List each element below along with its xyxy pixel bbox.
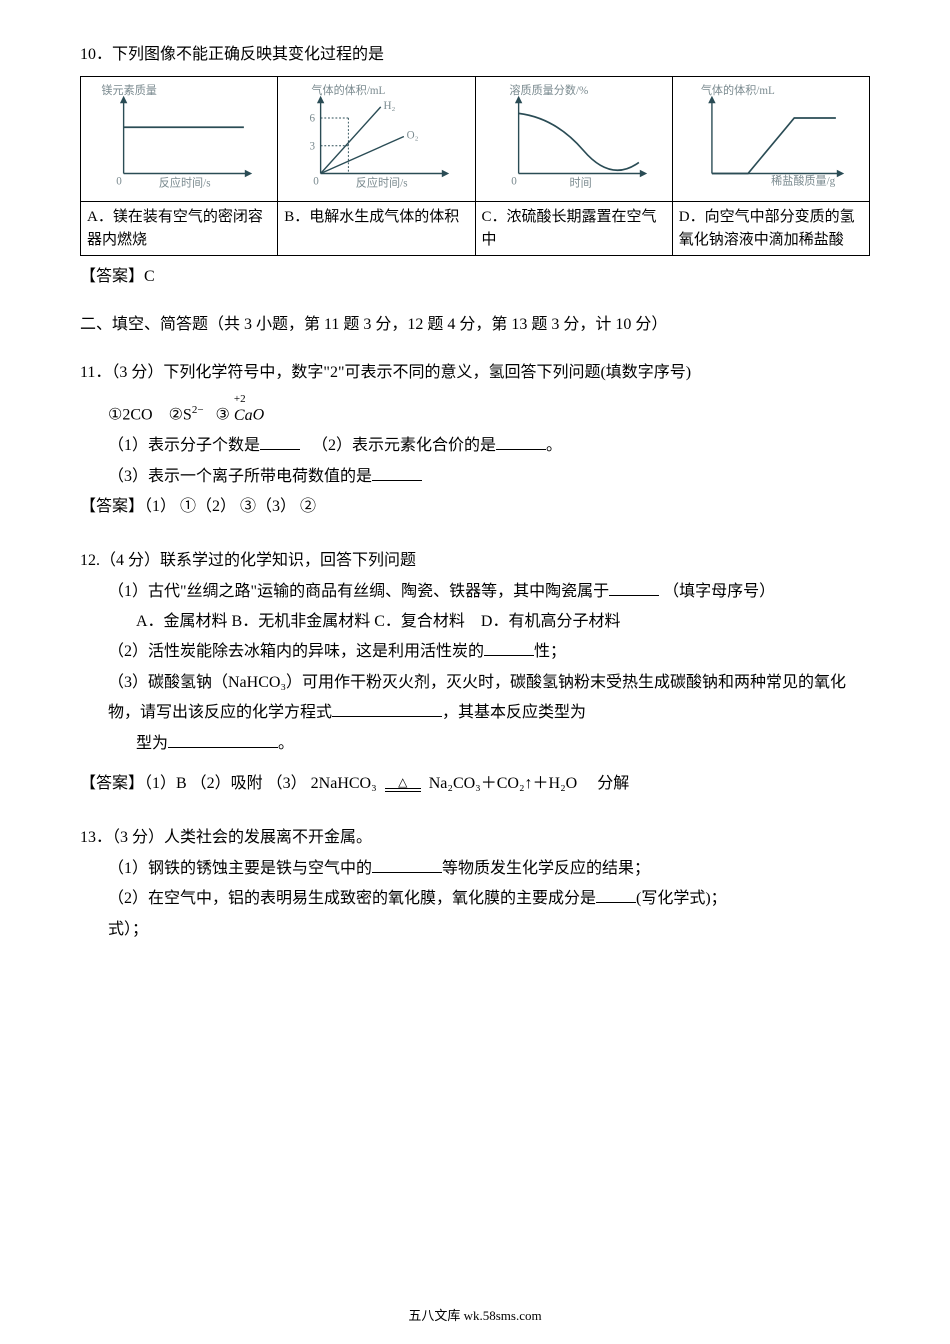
reaction-arrow-icon: △ (385, 776, 421, 792)
q13-p2: （2）在空气中，铝的表明易生成致密的氧化膜，氧化膜的主要成分是 (写化学式)； (80, 884, 870, 914)
q11-p1: （1）表示分子个数是 （2）表示元素化合价的是 。 (80, 431, 870, 461)
q11-p3: （3）表示一个离子所带电荷数值的是 (80, 462, 870, 492)
chart-c-xlabel: 时间 (569, 176, 591, 189)
q12-block: 12.（4 分）联系学过的化学知识，回答下列问题 （1）古代"丝绸之路"运输的商… (80, 546, 870, 799)
q12-ans-post: Na₂CO₃＋CO₂↑＋H₂O 分解 (429, 769, 630, 799)
blank (372, 465, 422, 481)
chart-d: 气体的体积/mL 稀盐酸质量/g (672, 77, 869, 202)
q11-p3a: （3）表示一个离子所带电荷数值的是 (108, 468, 372, 485)
blank (609, 580, 659, 596)
q10-answer: 【答案】C (80, 262, 870, 286)
chart-a-zero: 0 (116, 176, 122, 188)
chart-row: 镁元素质量 0 反应时间/s 气体的体积/mL H₂ O₂ (81, 77, 870, 202)
chart-b: 气体的体积/mL H₂ O₂ 6 3 0 反应时间/s (278, 77, 475, 202)
chart-c: 溶质质量分数/% 0 时间 (475, 77, 672, 202)
q11-f3-top: +2 (234, 389, 246, 410)
q13-p1: （1）钢铁的锈蚀主要是铁与空气中的 等物质发生化学反应的结果； (80, 854, 870, 884)
blank (260, 434, 300, 450)
chart-b-3: 3 (310, 140, 316, 152)
q13-stem: 13．（3 分）人类社会的发展离不开金属。 (80, 823, 870, 853)
chart-a-ylabel: 镁元素质量 (101, 83, 156, 97)
q12-p2b: 性； (534, 643, 566, 660)
q11-f3-post: O (253, 407, 265, 424)
chart-b-6: 6 (310, 113, 316, 125)
q12-p3: （3）碳酸氢钠（NaHCO₃）可用作干粉灭火剂，灭火时，碳酸氢钠粉末受热生成碳酸… (80, 668, 870, 759)
q12-answer: 【答案】（1）B （2）吸附 （3） 2NaHCO₃ △ Na₂CO₃＋CO₂↑… (80, 769, 870, 799)
q11-f2a: ②S (169, 407, 192, 424)
q11-f1: ①2CO (108, 407, 153, 424)
q11-f3a: ③ (216, 407, 230, 424)
desc-d: D．向空气中部分变质的氢氧化钠溶液中滴加稀盐酸 (672, 202, 869, 256)
q12-ans-pre: 【答案】（1）B （2）吸附 （3） 2NaHCO₃ (80, 769, 377, 799)
chart-b-o2: O₂ (407, 129, 419, 141)
desc-row: A．镁在装有空气的密闭容器内燃烧 B．电解水生成气体的体积 C．浓硫酸长期露置在… (81, 202, 870, 256)
q12-stem: 12.（4 分）联系学过的化学知识，回答下列问题 (80, 546, 870, 576)
q12-p2: （2）活性炭能除去冰箱内的异味，这是利用活性炭的 性； (80, 637, 870, 667)
chart-c-ylabel: 溶质质量分数/% (509, 83, 588, 97)
q11-formula: ①2CO ②S2− ③ +2 Ca O (80, 400, 870, 431)
q11-p1c: 。 (546, 437, 562, 454)
q12-opts: A．金属材料 B．无机非金属材料 C．复合材料 D．有机高分子材料 (80, 607, 870, 637)
q13-formula: 式）； (80, 915, 870, 945)
q12-p2a: （2）活性炭能除去冰箱内的异味，这是利用活性炭的 (108, 643, 484, 660)
q11-stem: 11．（3 分）下列化学符号中，数字"2"可表示不同的意义，氢回答下列问题(填数… (80, 358, 870, 388)
q13-p1b: 等物质发生化学反应的结果； (442, 860, 650, 877)
q12-tri: △ (398, 776, 407, 788)
blank (168, 732, 278, 748)
chart-b-ylabel: 气体的体积/mL (312, 83, 386, 97)
q13-block: 13．（3 分）人类社会的发展离不开金属。 （1）钢铁的锈蚀主要是铁与空气中的 等… (80, 823, 870, 945)
footer: 五八文库 wk.58sms.com (0, 1305, 950, 1324)
q13-p2a: （2）在空气中，铝的表明易生成致密的氧化膜，氧化膜的主要成分是 (108, 890, 596, 907)
chart-a-xlabel: 反应时间/s (159, 175, 211, 189)
desc-c: C．浓硫酸长期露置在空气中 (475, 202, 672, 256)
blank (372, 857, 442, 873)
chart-d-ylabel: 气体的体积/mL (701, 83, 775, 97)
q11-f3-over: +2 Ca (234, 401, 253, 431)
blank (596, 887, 636, 903)
chart-d-xlabel: 稀盐酸质量/g (771, 174, 836, 188)
q11-answer: 【答案】（1） ①（2） ③（3） ② (80, 492, 870, 522)
q13-p2b: (写化学式)； (636, 890, 727, 907)
q12-p3c-wrap: 型为。 (108, 735, 294, 752)
q11-p1a: （1）表示分子个数是 (108, 437, 260, 454)
blank (496, 434, 546, 450)
q12-p1a: （1）古代"丝绸之路"运输的商品有丝绸、陶瓷、铁器等，其中陶瓷属于 (108, 583, 609, 600)
chart-b-h2: H₂ (384, 100, 396, 112)
q12-p3c: 。 (278, 735, 294, 752)
section2-header: 二、填空、简答题（共 3 小题，第 11 题 3 分，12 题 4 分，第 13… (80, 310, 870, 334)
q12-p3b: ，其基本反应类型为 (442, 704, 586, 721)
q10-title: 10．下列图像不能正确反映其变化过程的是 (80, 40, 870, 64)
q11-p1b: （2）表示元素化合价的是 (312, 437, 496, 454)
chart-b-zero: 0 (313, 176, 319, 188)
chart-a: 镁元素质量 0 反应时间/s (81, 77, 278, 202)
blank (484, 640, 534, 656)
q13-p1a: （1）钢铁的锈蚀主要是铁与空气中的 (108, 860, 372, 877)
q11-block: 11．（3 分）下列化学符号中，数字"2"可表示不同的意义，氢回答下列问题(填数… (80, 358, 870, 522)
desc-b: B．电解水生成气体的体积 (278, 202, 475, 256)
chart-c-zero: 0 (511, 176, 517, 188)
chart-b-xlabel: 反应时间/s (356, 175, 408, 189)
q12-p1: （1）古代"丝绸之路"运输的商品有丝绸、陶瓷、铁器等，其中陶瓷属于 （填字母序号… (80, 577, 870, 607)
q10-table: 镁元素质量 0 反应时间/s 气体的体积/mL H₂ O₂ (80, 76, 870, 256)
q11-f2b: 2− (192, 404, 204, 416)
desc-a: A．镁在装有空气的密闭容器内燃烧 (81, 202, 278, 256)
q12-p1b: （填字母序号） (663, 583, 775, 600)
blank (332, 701, 442, 717)
